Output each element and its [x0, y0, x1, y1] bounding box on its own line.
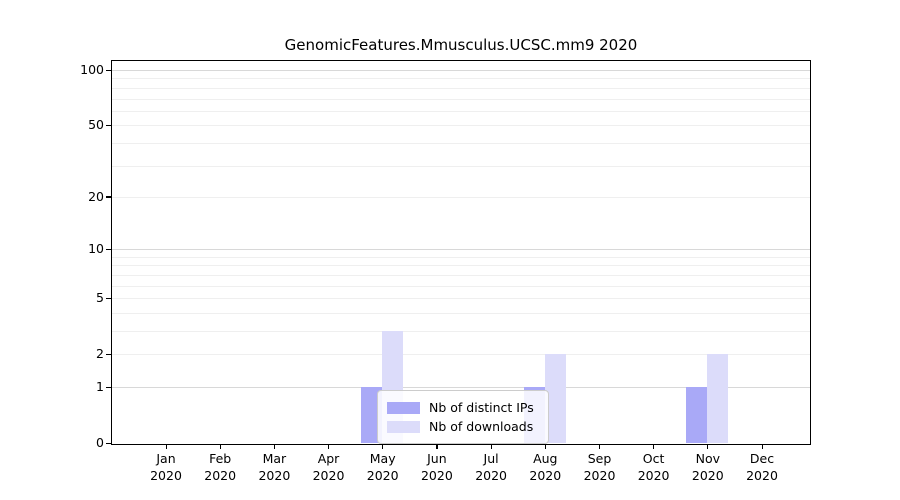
y-tick-label-5: 5 — [96, 290, 104, 306]
x-tick-mark — [653, 444, 655, 449]
x-tick-mark — [544, 444, 546, 449]
bar-distinct-ips-nov — [686, 387, 708, 443]
x-tick-mark — [436, 444, 438, 449]
legend-swatch-distinct-ips — [387, 401, 420, 414]
x-tick-label-apr: Apr 2020 — [312, 451, 345, 483]
y-tick-label-20: 20 — [88, 188, 104, 204]
x-tick-label-nov: Nov 2020 — [691, 451, 724, 483]
y-tick-label-2: 2 — [96, 346, 104, 362]
legend-item-distinct-ips: Nb of distinct IPs — [387, 398, 539, 417]
gridline-major — [112, 249, 810, 251]
gridline-minor — [112, 165, 810, 167]
x-tick-label-mar: Mar 2020 — [258, 451, 291, 483]
plot-area: Nb of distinct IPs Nb of downloads — [111, 60, 811, 445]
x-tick-mark — [707, 444, 709, 449]
x-tick-mark — [599, 444, 601, 449]
bar-downloads-aug — [544, 354, 566, 443]
x-tick-mark — [490, 444, 492, 449]
gridline-minor — [112, 196, 810, 198]
x-tick-label-jun: Jun 2020 — [420, 451, 453, 483]
gridline-minor — [112, 98, 810, 100]
y-tick-label-100: 100 — [80, 62, 104, 77]
gridline-minor — [112, 265, 810, 267]
gridline-minor — [112, 125, 810, 127]
y-tick-label-50: 50 — [88, 117, 104, 133]
x-tick-label-jul: Jul 2020 — [475, 451, 507, 483]
gridline-minor — [112, 110, 810, 112]
gridline-major — [112, 387, 810, 388]
y-tick-label-1: 1 — [96, 379, 104, 394]
gridline-minor — [112, 274, 810, 276]
y-tick-mark — [106, 353, 111, 355]
y-tick-mark — [106, 297, 111, 299]
x-tick-mark — [382, 444, 384, 449]
bar-downloads-nov — [707, 354, 729, 443]
x-tick-mark — [165, 444, 167, 449]
y-tick-mark — [106, 386, 111, 388]
x-tick-mark — [328, 444, 330, 449]
y-tick-label-10: 10 — [88, 241, 104, 257]
legend-swatch-downloads — [387, 420, 420, 433]
x-tick-mark — [273, 444, 276, 449]
x-tick-mark — [219, 444, 221, 449]
gridline-minor — [112, 78, 810, 80]
chart-title: GenomicFeatures.Mmusculus.UCSC.mm9 2020 — [284, 36, 638, 54]
x-tick-label-oct: Oct 2020 — [637, 451, 670, 483]
x-tick-label-may: May 2020 — [366, 451, 399, 483]
legend: Nb of distinct IPs Nb of downloads — [377, 390, 549, 444]
legend-label-downloads: Nb of downloads — [429, 419, 534, 434]
bar-distinct-ips-may — [361, 387, 383, 443]
y-tick-mark — [106, 196, 111, 198]
x-tick-mark — [761, 444, 763, 449]
gridline-minor — [112, 87, 810, 89]
gridline-major — [112, 70, 810, 71]
legend-label-distinct-ips: Nb of distinct IPs — [429, 400, 534, 415]
x-tick-label-jan: Jan 2020 — [150, 451, 182, 483]
y-tick-mark — [106, 248, 111, 250]
gridline-minor — [112, 285, 810, 287]
x-tick-label-feb: Feb 2020 — [204, 451, 237, 483]
y-tick-mark — [106, 124, 111, 126]
y-tick-mark — [106, 69, 111, 71]
x-tick-label-dec: Dec 2020 — [746, 451, 778, 483]
legend-item-downloads: Nb of downloads — [387, 417, 539, 436]
x-tick-label-sep: Sep 2020 — [583, 451, 616, 483]
y-tick-label-0: 0 — [96, 435, 104, 450]
gridline-minor — [112, 256, 810, 258]
x-tick-label-aug: Aug 2020 — [529, 451, 562, 483]
gridline-minor — [112, 331, 810, 332]
gridline-minor — [112, 354, 810, 356]
gridline-minor — [112, 312, 810, 314]
gridline-minor — [112, 298, 810, 300]
y-tick-mark — [106, 442, 111, 444]
gridline-minor — [112, 142, 810, 144]
